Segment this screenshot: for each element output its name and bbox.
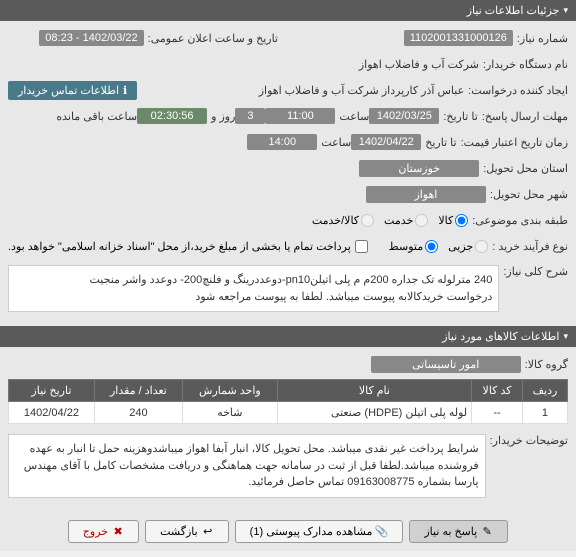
cell-code: -- [472,402,523,424]
reply-icon: ✎ [481,525,493,537]
creator-value: عباس آذر کارپرداز شرکت آب و فاضلاب اهواز [137,84,464,97]
footer-buttons: ✎ پاسخ به نیاز 📎 مشاهده مدارک پیوستی (1)… [0,512,576,551]
cell-date: 1402/04/22 [9,402,95,424]
buyer-value: شرکت آب و فاضلاب اهواز [359,58,479,71]
purchase-minor-label: جزیی [448,240,473,253]
city-label: شهر محل تحویل: [490,188,568,201]
category-service-label: خدمت [384,214,413,227]
category-label: طبقه بندی موضوعی: [472,214,568,227]
days-value: 3 [235,108,265,124]
panel-header-details: جزئیات اطلاعات نیاز [0,0,576,21]
price-date-value: 1402/04/22 [351,134,421,150]
reply-deadline-label: مهلت ارسال پاسخ: [482,110,568,123]
back-button[interactable]: ↩ بازگشت [145,520,229,543]
col-date: تاریخ نیاز [9,380,95,402]
payment-note-label: پرداخت تمام یا بخشی از مبلغ خرید،از محل … [8,240,351,253]
city-value: اهواز [366,186,486,203]
reply-time-value: 11:00 [265,108,335,124]
creator-label: ایجاد کننده درخواست: [468,84,568,97]
attachments-button[interactable]: 📎 مشاهده مدارک پیوستی (1) [235,520,404,543]
col-qty: تعداد / مقدار [94,380,182,402]
back-button-label: بازگشت [160,525,198,538]
payment-note-option[interactable]: پرداخت تمام یا بخشی از مبلغ خرید،از محل … [8,240,368,253]
time-label-1: ساعت [339,110,369,123]
panel-title-goods: اطلاعات کالاهای مورد نیاز [442,330,559,343]
reply-deadline-suffix: تا تاریخ: [443,110,477,123]
remain-time-value: 02:30:56 [137,108,207,124]
goods-table: ردیف کد کالا نام کالا واحد شمارش تعداد /… [8,379,568,424]
panel-header-goods: اطلاعات کالاهای مورد نیاز [0,326,576,347]
group-value: امور تاسیساتی [371,356,521,373]
group-label: گروه کالا: [525,358,568,371]
attachment-icon: 📎 [376,525,388,537]
purchase-medium-label: متوسط [389,240,424,253]
days-label: روز و [211,110,235,123]
need-no-value: 1102001331000126 [404,30,513,46]
desc-value: 240 مترلوله تک جداره 200م م پلی اتیلنpn1… [8,265,499,312]
reply-date-value: 1402/03/25 [369,108,439,124]
price-time-value: 14:00 [247,134,317,150]
announce-label: تاریخ و ساعت اعلان عمومی: [148,32,278,45]
reply-button-label: پاسخ به نیاز [424,525,477,538]
exit-button[interactable]: ✖ خروج [68,520,139,543]
col-unit: واحد شمارش [183,380,278,402]
price-validity-label: زمان تاریخ اعتبار قیمت: [461,136,568,149]
panel-title: جزئیات اطلاعات نیاز [467,4,560,17]
category-radio-group: کالا خدمت کالا/خدمت [312,214,468,227]
purchase-label: نوع فرآیند خرید : [492,240,568,253]
details-form: شماره نیاز: 1102001331000126 تاریخ و ساع… [0,21,576,326]
buyer-label: نام دستگاه خریدار: [483,58,568,71]
remain-label: ساعت باقی مانده [56,110,137,123]
col-code: کد کالا [472,380,523,402]
goods-area: گروه کالا: امور تاسیساتی ردیف کد کالا نا… [0,347,576,512]
category-both-option[interactable]: کالا/خدمت [312,214,374,227]
need-no-label: شماره نیاز: [517,32,568,45]
cell-unit: شاخه [183,402,278,424]
category-service-radio[interactable] [415,214,428,227]
payment-note-checkbox[interactable] [355,240,368,253]
purchase-medium-radio[interactable] [425,240,438,253]
exit-icon: ✖ [112,525,124,537]
announce-value: 1402/03/22 - 08:23 [39,30,143,46]
cell-row: 1 [522,402,567,424]
reply-button[interactable]: ✎ پاسخ به نیاز [409,520,508,543]
buyer-notes-label: توضیحات خریدار: [490,430,568,447]
category-goods-radio[interactable] [455,214,468,227]
province-label: استان محل تحویل: [483,162,568,175]
desc-label: شرح کلی نیاز: [503,261,568,278]
category-service-option[interactable]: خدمت [384,214,428,227]
contact-info-button[interactable]: اطلاعات تماس خریدار [8,81,137,100]
time-label-2: ساعت [321,136,351,149]
category-both-radio[interactable] [361,214,374,227]
table-row[interactable]: 1 -- لوله پلی اتیلن (HDPE) صنعتی شاخه 24… [9,402,568,424]
purchase-radio-group: جزیی متوسط [389,240,489,253]
category-goods-option[interactable]: کالا [438,214,468,227]
attachments-button-label: مشاهده مدارک پیوستی (1) [250,525,373,538]
col-name: نام کالا [277,380,471,402]
buyer-notes-value: شرایط پرداخت غیر نقدی میباشد. محل تحویل … [8,434,486,498]
category-goods-label: کالا [438,214,453,227]
province-value: خوزستان [359,160,479,177]
col-row: ردیف [522,380,567,402]
back-icon: ↩ [202,525,214,537]
cell-name: لوله پلی اتیلن (HDPE) صنعتی [277,402,471,424]
category-both-label: کالا/خدمت [312,214,359,227]
purchase-minor-radio[interactable] [475,240,488,253]
table-header-row: ردیف کد کالا نام کالا واحد شمارش تعداد /… [9,380,568,402]
purchase-medium-option[interactable]: متوسط [389,240,439,253]
exit-button-label: خروج [83,525,108,538]
price-validity-suffix: تا تاریخ [425,136,456,149]
purchase-minor-option[interactable]: جزیی [448,240,488,253]
cell-qty: 240 [94,402,182,424]
